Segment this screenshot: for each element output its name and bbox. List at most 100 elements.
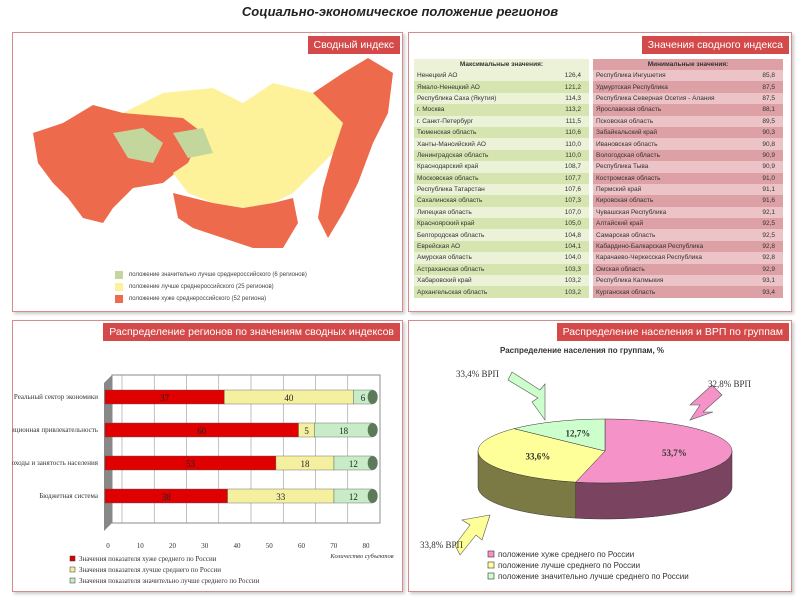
region-name: Астраханская область bbox=[414, 263, 545, 276]
legend-item: Значения показателя значительно лучше ср… bbox=[69, 577, 260, 585]
index-value: 107,0 bbox=[545, 206, 589, 219]
region-name: Республика Саха (Якутия) bbox=[414, 92, 545, 105]
region-name: Сахалинская область bbox=[414, 195, 545, 207]
region-name: Московская область bbox=[414, 172, 545, 184]
x-tick-label: 50 bbox=[266, 542, 274, 550]
table-row: Ярославская область 88,1 bbox=[593, 104, 783, 116]
table-row: Липецкая область 107,0 bbox=[414, 206, 589, 219]
index-value: 91,0 bbox=[739, 172, 783, 184]
bar-value-label: 60 bbox=[197, 426, 207, 436]
bar-value-label: 53 bbox=[186, 459, 196, 469]
index-value: 89,5 bbox=[739, 115, 783, 127]
index-value: 104,8 bbox=[545, 229, 589, 241]
bar-value-label: 6 bbox=[361, 393, 366, 403]
map-region-red bbox=[33, 103, 203, 223]
map-region-green-2 bbox=[173, 128, 213, 158]
index-value: 107,7 bbox=[545, 172, 589, 184]
index-value: 113,2 bbox=[545, 104, 589, 116]
index-value: 105,0 bbox=[545, 218, 589, 230]
bar-end-cap bbox=[367, 456, 378, 470]
x-tick-label: 40 bbox=[234, 542, 242, 550]
region-name: Хабаровский край bbox=[414, 275, 545, 287]
region-name: Республика Татарстан bbox=[414, 183, 545, 196]
stacked-bar-chart: 0 10 20 30 40 50 60 70 80 Количество субъектов 37 4… bbox=[12, 374, 394, 585]
index-value: 91,6 bbox=[739, 195, 783, 207]
x-tick-label: 0 bbox=[106, 542, 110, 550]
bar-value-label: 40 bbox=[284, 393, 294, 403]
legend-label: Значения показателя хуже среднего по Рос… bbox=[79, 555, 217, 563]
table-row: Чувашская Республика 92,1 bbox=[593, 206, 783, 219]
max-values-table: Максимальные значения: Ненецкий АО 126,4 Ям… bbox=[414, 59, 589, 298]
region-name: Карачаево-Черкесская Республика bbox=[593, 252, 739, 264]
region-name: Ивановская область bbox=[593, 138, 739, 150]
region-name: Республика Северная Осетия - Алания bbox=[593, 92, 739, 105]
bar-value-label: 33 bbox=[276, 492, 286, 502]
region-name: Краснодарский край bbox=[414, 161, 545, 173]
population-panel: Распределение населения и ВРП по группам bbox=[408, 320, 792, 592]
region-name: Тюменская область bbox=[414, 126, 545, 139]
table-row: Вологодская область 90,9 bbox=[593, 149, 783, 162]
region-name: Ленинградская область bbox=[414, 149, 545, 162]
table-row: Хабаровский край 103,2 bbox=[414, 275, 589, 287]
bar-value-label: 5 bbox=[304, 426, 309, 436]
region-name: Псковская область bbox=[593, 115, 739, 127]
table-row: Кабардино-Балкарская Республика 92,8 bbox=[593, 240, 783, 253]
region-name: г. Москва bbox=[414, 104, 545, 116]
bar-value-label: 12 bbox=[349, 492, 358, 502]
index-value: 103,3 bbox=[545, 263, 589, 276]
bar-end-cap bbox=[367, 489, 378, 503]
x-tick-label: 10 bbox=[137, 542, 145, 550]
category-label: Реальный сектор экономики bbox=[14, 393, 98, 401]
legend-swatch bbox=[69, 555, 76, 562]
region-name: Забайкальский край bbox=[593, 126, 739, 139]
index-value: 90,9 bbox=[739, 149, 783, 162]
min-table-header: Минимальные значения: bbox=[593, 59, 783, 70]
min-values-table: Минимальные значения: Республика Ингушети… bbox=[593, 59, 783, 298]
table-row: Еврейская АО 104,1 bbox=[414, 240, 589, 253]
page-title: Социально-экономическое положение регион… bbox=[241, 4, 559, 19]
table-row: Амурская область 104,0 bbox=[414, 252, 589, 264]
category-label: Бюджетная система bbox=[39, 492, 99, 500]
legend-item: Значения показателя лучше среднего по Ро… bbox=[69, 566, 221, 574]
legend-label: положение лучше среднероссийского (25 ре… bbox=[129, 284, 274, 290]
table-row: Республика Ингушетия 85,8 bbox=[593, 70, 783, 82]
index-value: 87,5 bbox=[739, 92, 783, 105]
region-name: Белгородская область bbox=[414, 229, 545, 241]
table-row: Московская область 107,7 bbox=[414, 172, 589, 184]
map-region-red-east bbox=[313, 58, 393, 238]
index-value: 92,8 bbox=[739, 252, 783, 264]
index-value: 92,1 bbox=[739, 206, 783, 219]
table-row: Ханты-Мансийский АО 110,0 bbox=[414, 138, 589, 150]
bar-value-label: 37 bbox=[160, 393, 170, 403]
table-row: Белгородская область 104,8 bbox=[414, 229, 589, 241]
region-name: Удмуртская Республика bbox=[593, 81, 739, 93]
table-row: Ленинградская область 110,0 bbox=[414, 149, 589, 162]
map-region-red-south bbox=[173, 193, 298, 248]
x-tick-label: 20 bbox=[169, 542, 177, 550]
region-name: Красноярский край bbox=[414, 218, 545, 230]
map-legend-item: положение лучше среднероссийского (25 ре… bbox=[115, 283, 274, 291]
table-row: Тюменская область 110,6 bbox=[414, 126, 589, 139]
population-badge: Распределение населения и ВРП по группам bbox=[556, 323, 789, 341]
x-tick-label: 80 bbox=[363, 542, 371, 550]
region-name: Республика Калмыкия bbox=[593, 275, 739, 287]
region-name: Архангельская область bbox=[414, 286, 545, 298]
region-name: Ханты-Мансийский АО bbox=[414, 138, 545, 150]
index-value: 107,6 bbox=[545, 183, 589, 196]
table-row: Республика Северная Осетия - Алания 87,5 bbox=[593, 92, 783, 105]
region-name: г. Санкт-Петербург bbox=[414, 115, 545, 127]
index-value: 126,4 bbox=[545, 70, 589, 82]
bar-value-label: 12 bbox=[349, 459, 358, 469]
legend-item: Значения показателя хуже среднего по Рос… bbox=[69, 555, 217, 563]
table-row: Омская область 92,9 bbox=[593, 263, 783, 276]
x-axis-title: Количество субъектов bbox=[329, 553, 393, 560]
table-row: Сахалинская область 107,3 bbox=[414, 195, 589, 207]
index-value: 110,0 bbox=[545, 138, 589, 150]
index-value: 104,0 bbox=[545, 252, 589, 264]
region-name: Республика Тыва bbox=[593, 161, 739, 173]
legend-label: Значения показателя лучше среднего по Ро… bbox=[79, 566, 221, 574]
legend-swatch bbox=[115, 283, 123, 291]
table-row: Кировская область 91,6 bbox=[593, 195, 783, 207]
table-row: Республика Татарстан 107,6 bbox=[414, 183, 589, 196]
bar-value-label: 18 bbox=[300, 459, 310, 469]
